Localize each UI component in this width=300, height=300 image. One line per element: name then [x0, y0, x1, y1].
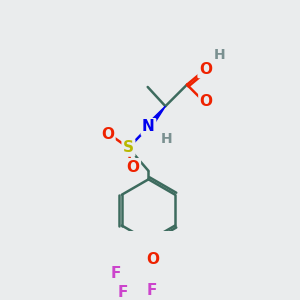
Text: N: N: [142, 119, 155, 134]
Text: O: O: [127, 160, 140, 175]
Text: F: F: [147, 283, 158, 298]
Text: F: F: [118, 285, 128, 300]
Text: O: O: [200, 94, 213, 109]
Text: O: O: [199, 62, 212, 77]
Text: O: O: [101, 127, 114, 142]
Polygon shape: [146, 106, 165, 129]
Text: H: H: [161, 132, 173, 146]
Text: H: H: [214, 48, 225, 62]
Text: S: S: [123, 140, 134, 155]
Text: O: O: [146, 252, 159, 267]
Text: F: F: [110, 266, 121, 281]
